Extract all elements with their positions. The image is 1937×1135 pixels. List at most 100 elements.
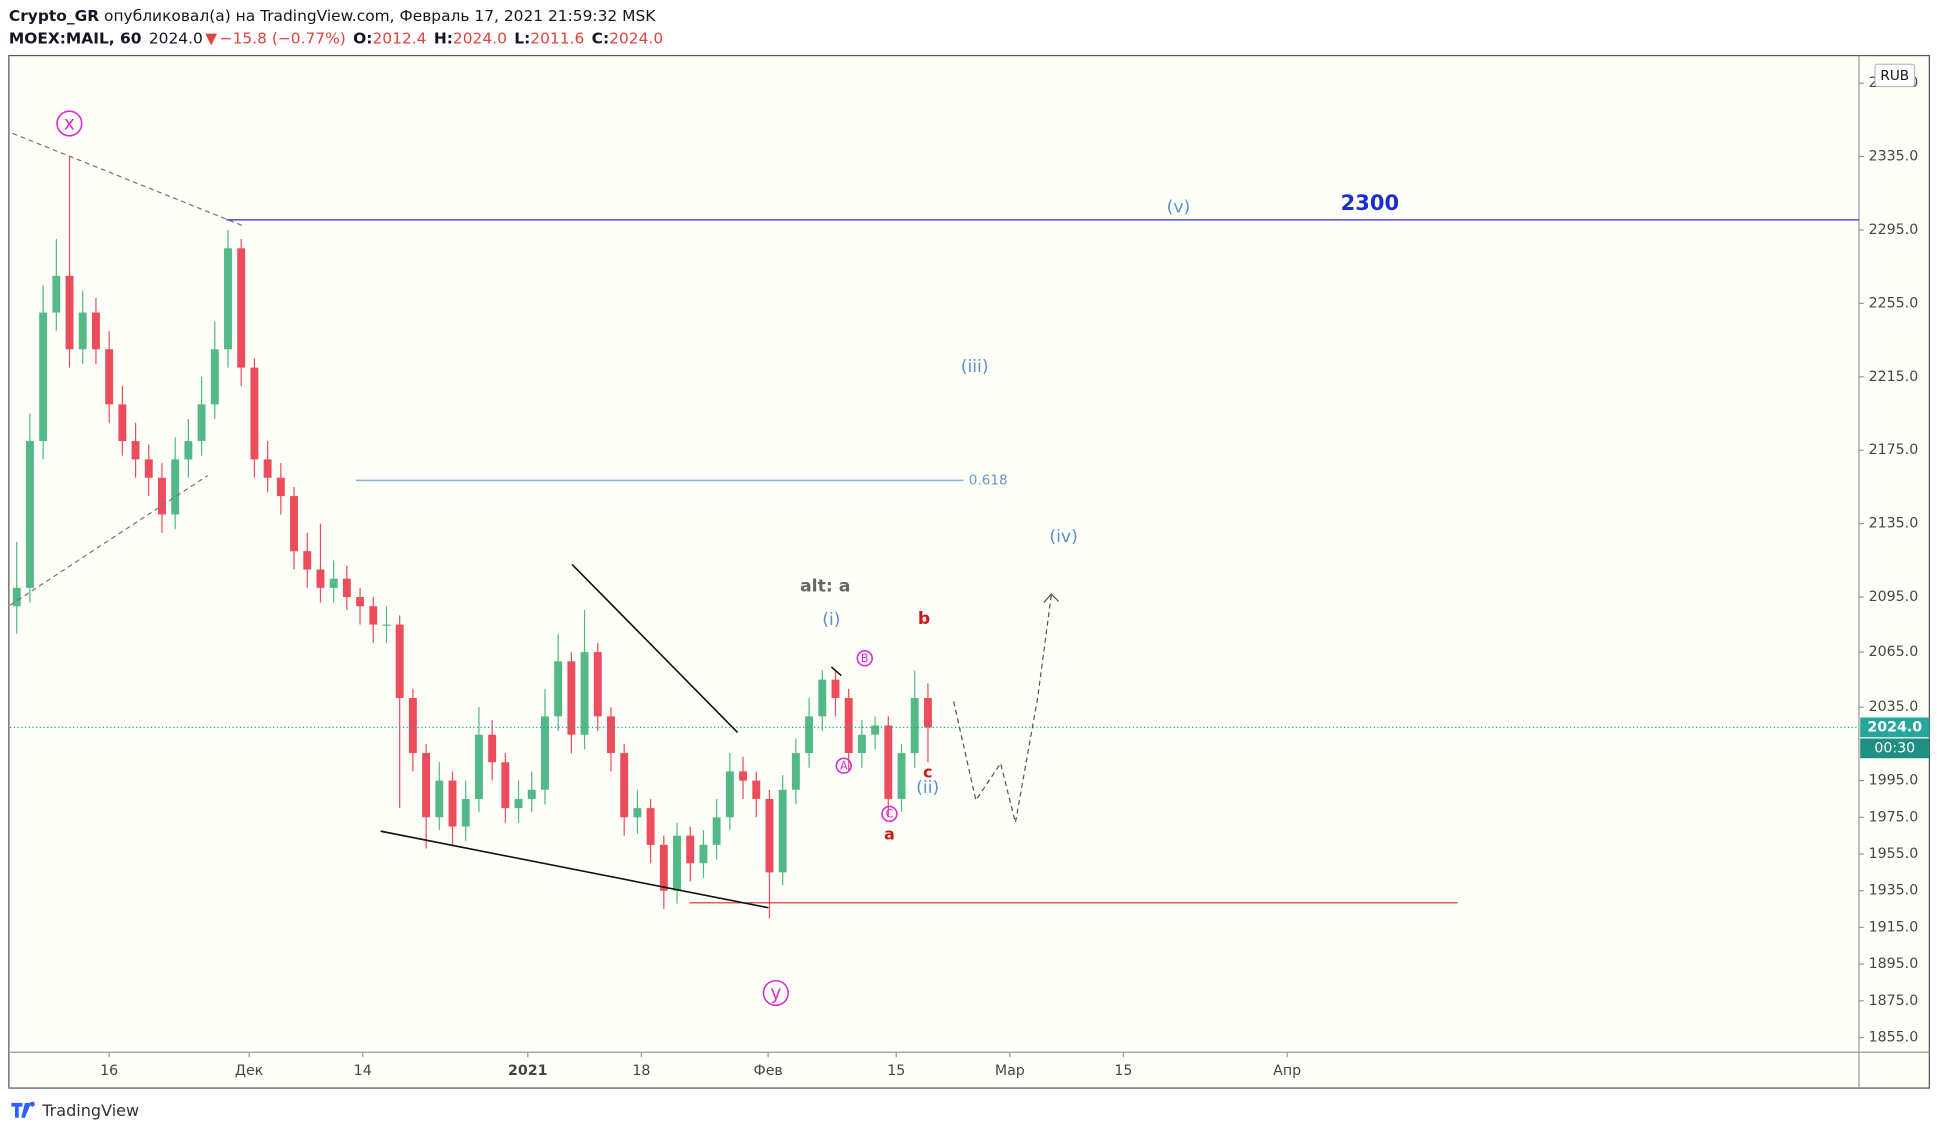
candle-body xyxy=(884,725,893,799)
candle-body xyxy=(342,578,351,598)
x-tick-label: Фев xyxy=(753,1063,782,1079)
candle-body xyxy=(276,477,285,497)
candle-body xyxy=(197,404,206,442)
candle-body xyxy=(303,551,312,570)
y-tick-label: 2065.0 xyxy=(1869,644,1919,660)
candle-body xyxy=(897,753,906,799)
y-tick-label: 1935.0 xyxy=(1869,883,1919,899)
trend-line xyxy=(12,132,244,227)
l: 2011.6 xyxy=(530,29,584,47)
candle-body xyxy=(646,808,655,845)
candle-body xyxy=(435,780,444,818)
candle-body xyxy=(474,734,483,799)
projection-path xyxy=(953,595,1052,823)
y-tick-label: 1875.0 xyxy=(1869,993,1919,1009)
candle-body xyxy=(752,780,761,799)
candle-body xyxy=(527,789,536,799)
l-label: L: xyxy=(514,29,530,47)
y-tick-label: 2295.0 xyxy=(1869,222,1919,238)
y-tick-label: 1955.0 xyxy=(1869,846,1919,862)
o: 2012.4 xyxy=(372,29,426,47)
currency-box xyxy=(1874,63,1916,88)
wave-label: a xyxy=(884,824,895,843)
logo: TradingView xyxy=(11,1101,139,1120)
y-tick-label: 2215.0 xyxy=(1869,369,1919,385)
candle-body xyxy=(78,312,87,350)
candle-body xyxy=(712,817,721,845)
wave-label: A xyxy=(840,759,848,772)
wave-label: C xyxy=(886,808,894,821)
candle-body xyxy=(686,835,695,864)
candle-body xyxy=(224,248,232,350)
candle-body xyxy=(329,578,338,588)
candle-body xyxy=(52,275,61,313)
wave-label: x xyxy=(64,114,75,135)
candle-body xyxy=(620,753,629,818)
candle-body xyxy=(818,679,827,717)
wave-circle xyxy=(56,110,83,137)
candle-body xyxy=(699,844,708,864)
candle-body xyxy=(290,496,299,552)
wave-circle xyxy=(881,805,898,823)
wave-label: b xyxy=(918,609,930,629)
candle-body xyxy=(554,661,563,717)
candle-body xyxy=(408,698,417,754)
candle-body xyxy=(158,477,166,515)
y-tick-label: 2135.0 xyxy=(1869,516,1919,532)
y-tick-label: 2095.0 xyxy=(1869,589,1919,605)
candle-body xyxy=(12,587,21,607)
wave-label: 2300 xyxy=(1341,191,1399,215)
candle-body xyxy=(633,808,642,818)
plot: 1855.0 1875.0 1895.0 1915.0 1935.0 1955.0 1975… xyxy=(10,75,1930,1079)
wave-label: (i) xyxy=(822,610,840,630)
marker-line xyxy=(830,666,842,677)
h-label: H: xyxy=(434,29,453,47)
candle-body xyxy=(422,753,431,818)
candle-body xyxy=(778,789,787,873)
change: −15.8 (−0.77%) xyxy=(220,29,346,47)
x-tick-label: 16 xyxy=(100,1063,118,1079)
candle-body xyxy=(105,349,114,405)
candle-body xyxy=(844,698,853,754)
x-tick-label: Мар xyxy=(995,1063,1025,1079)
x-tick-label: 14 xyxy=(354,1063,372,1079)
y-tick-label: 1895.0 xyxy=(1869,956,1919,972)
candle-body xyxy=(725,771,734,818)
brand: TradingView xyxy=(41,1101,139,1120)
candle-body xyxy=(316,569,325,588)
candle-body xyxy=(263,459,272,478)
publish-line: Crypto_GR опубликовал(а) на TradingView.c… xyxy=(9,7,656,25)
symbol: MOEX:MAIL, 60 xyxy=(9,29,142,47)
candle-body xyxy=(501,762,510,809)
logo-icon xyxy=(11,1101,35,1118)
x-tick-label: 15 xyxy=(887,1063,905,1079)
candle-body xyxy=(593,652,602,717)
candle-body xyxy=(250,367,259,460)
candle-body xyxy=(607,716,615,754)
candle-body xyxy=(210,349,219,405)
candle-body xyxy=(91,312,100,350)
c: 2024.0 xyxy=(609,29,663,47)
candle-body xyxy=(514,798,523,809)
candle-body xyxy=(144,459,153,478)
countdown-box xyxy=(1860,738,1930,759)
candle-body xyxy=(369,606,378,625)
currency: RUB xyxy=(1880,68,1909,84)
wave-label: 0.618 xyxy=(969,472,1008,488)
annotations: x y (i) (ii) (iii) (iv) (v) 2300 0.618 alt: a b c a A… xyxy=(56,110,1399,1007)
wedge-line xyxy=(380,830,769,909)
projection-arrow xyxy=(1043,593,1060,604)
candle-body xyxy=(65,275,74,350)
candle-body xyxy=(580,652,589,735)
wave-circle xyxy=(856,650,873,667)
ohlc-line: MOEX:MAIL, 60 2024.0 ▼ −15.8 (−0.77%) O:2012… xyxy=(9,29,663,47)
published: опубликовал(а) на TradingView.com, Февра… xyxy=(104,7,656,25)
drawings xyxy=(9,132,1859,909)
candle-body xyxy=(25,441,34,588)
y-tick-label: 2035.0 xyxy=(1869,699,1919,715)
candle-body xyxy=(673,835,681,891)
last: 2024.0 xyxy=(149,29,203,47)
y-tick-label: 1855.0 xyxy=(1869,1030,1919,1046)
c-label: C: xyxy=(592,29,610,47)
